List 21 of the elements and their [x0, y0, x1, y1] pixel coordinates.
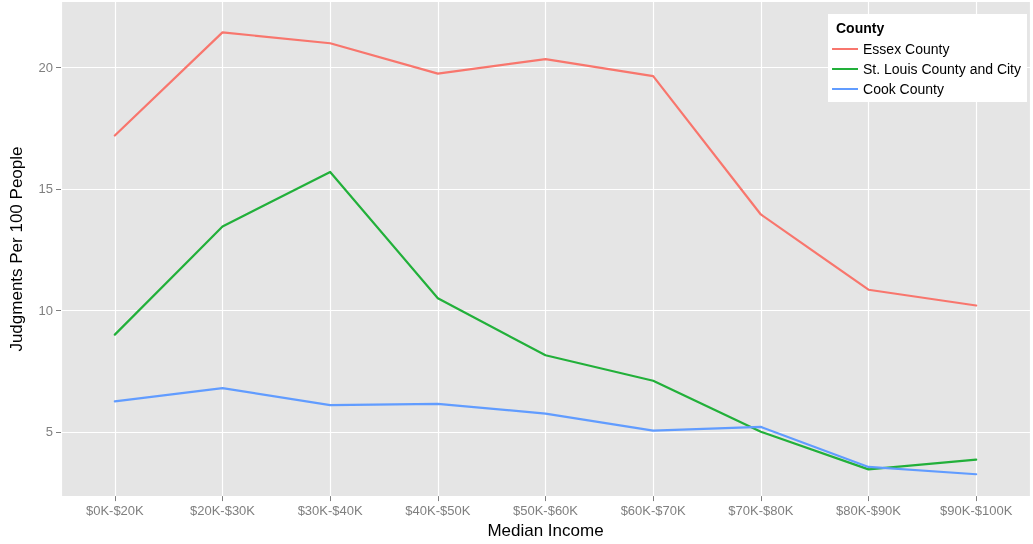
- legend-label: St. Louis County and City: [863, 61, 1022, 77]
- x-tick-label: $50K-$60K: [512, 503, 579, 519]
- y-tick-label: 20: [38, 60, 53, 76]
- line-series: [113, 386, 978, 476]
- x-tick-label: $30K-$40K: [297, 503, 364, 519]
- y-tick-label: 10: [38, 302, 53, 318]
- y-tick-label: 15: [38, 181, 53, 197]
- legend-label: Essex County: [863, 41, 950, 57]
- y-axis-title: Judgments Per 100 People: [7, 146, 26, 352]
- x-tick-label: $40K-$50K: [405, 503, 471, 519]
- x-tick-label: $20K-$30K: [189, 503, 256, 519]
- y-tick-label: 5: [45, 424, 53, 440]
- legend-label: Cook County: [863, 81, 944, 97]
- x-tick-label: $70K-$80K: [728, 503, 794, 519]
- x-tick-label: $60K-$70K: [620, 503, 687, 519]
- x-tick-label: $80K-$90K: [835, 503, 902, 519]
- legend-title: County: [836, 20, 885, 36]
- x-tick-label: $90K-$100K: [940, 503, 1013, 519]
- line-series: [113, 170, 978, 471]
- x-tick-label: $0K-$20K: [85, 503, 145, 519]
- x-axis-title: Median Income: [487, 521, 604, 540]
